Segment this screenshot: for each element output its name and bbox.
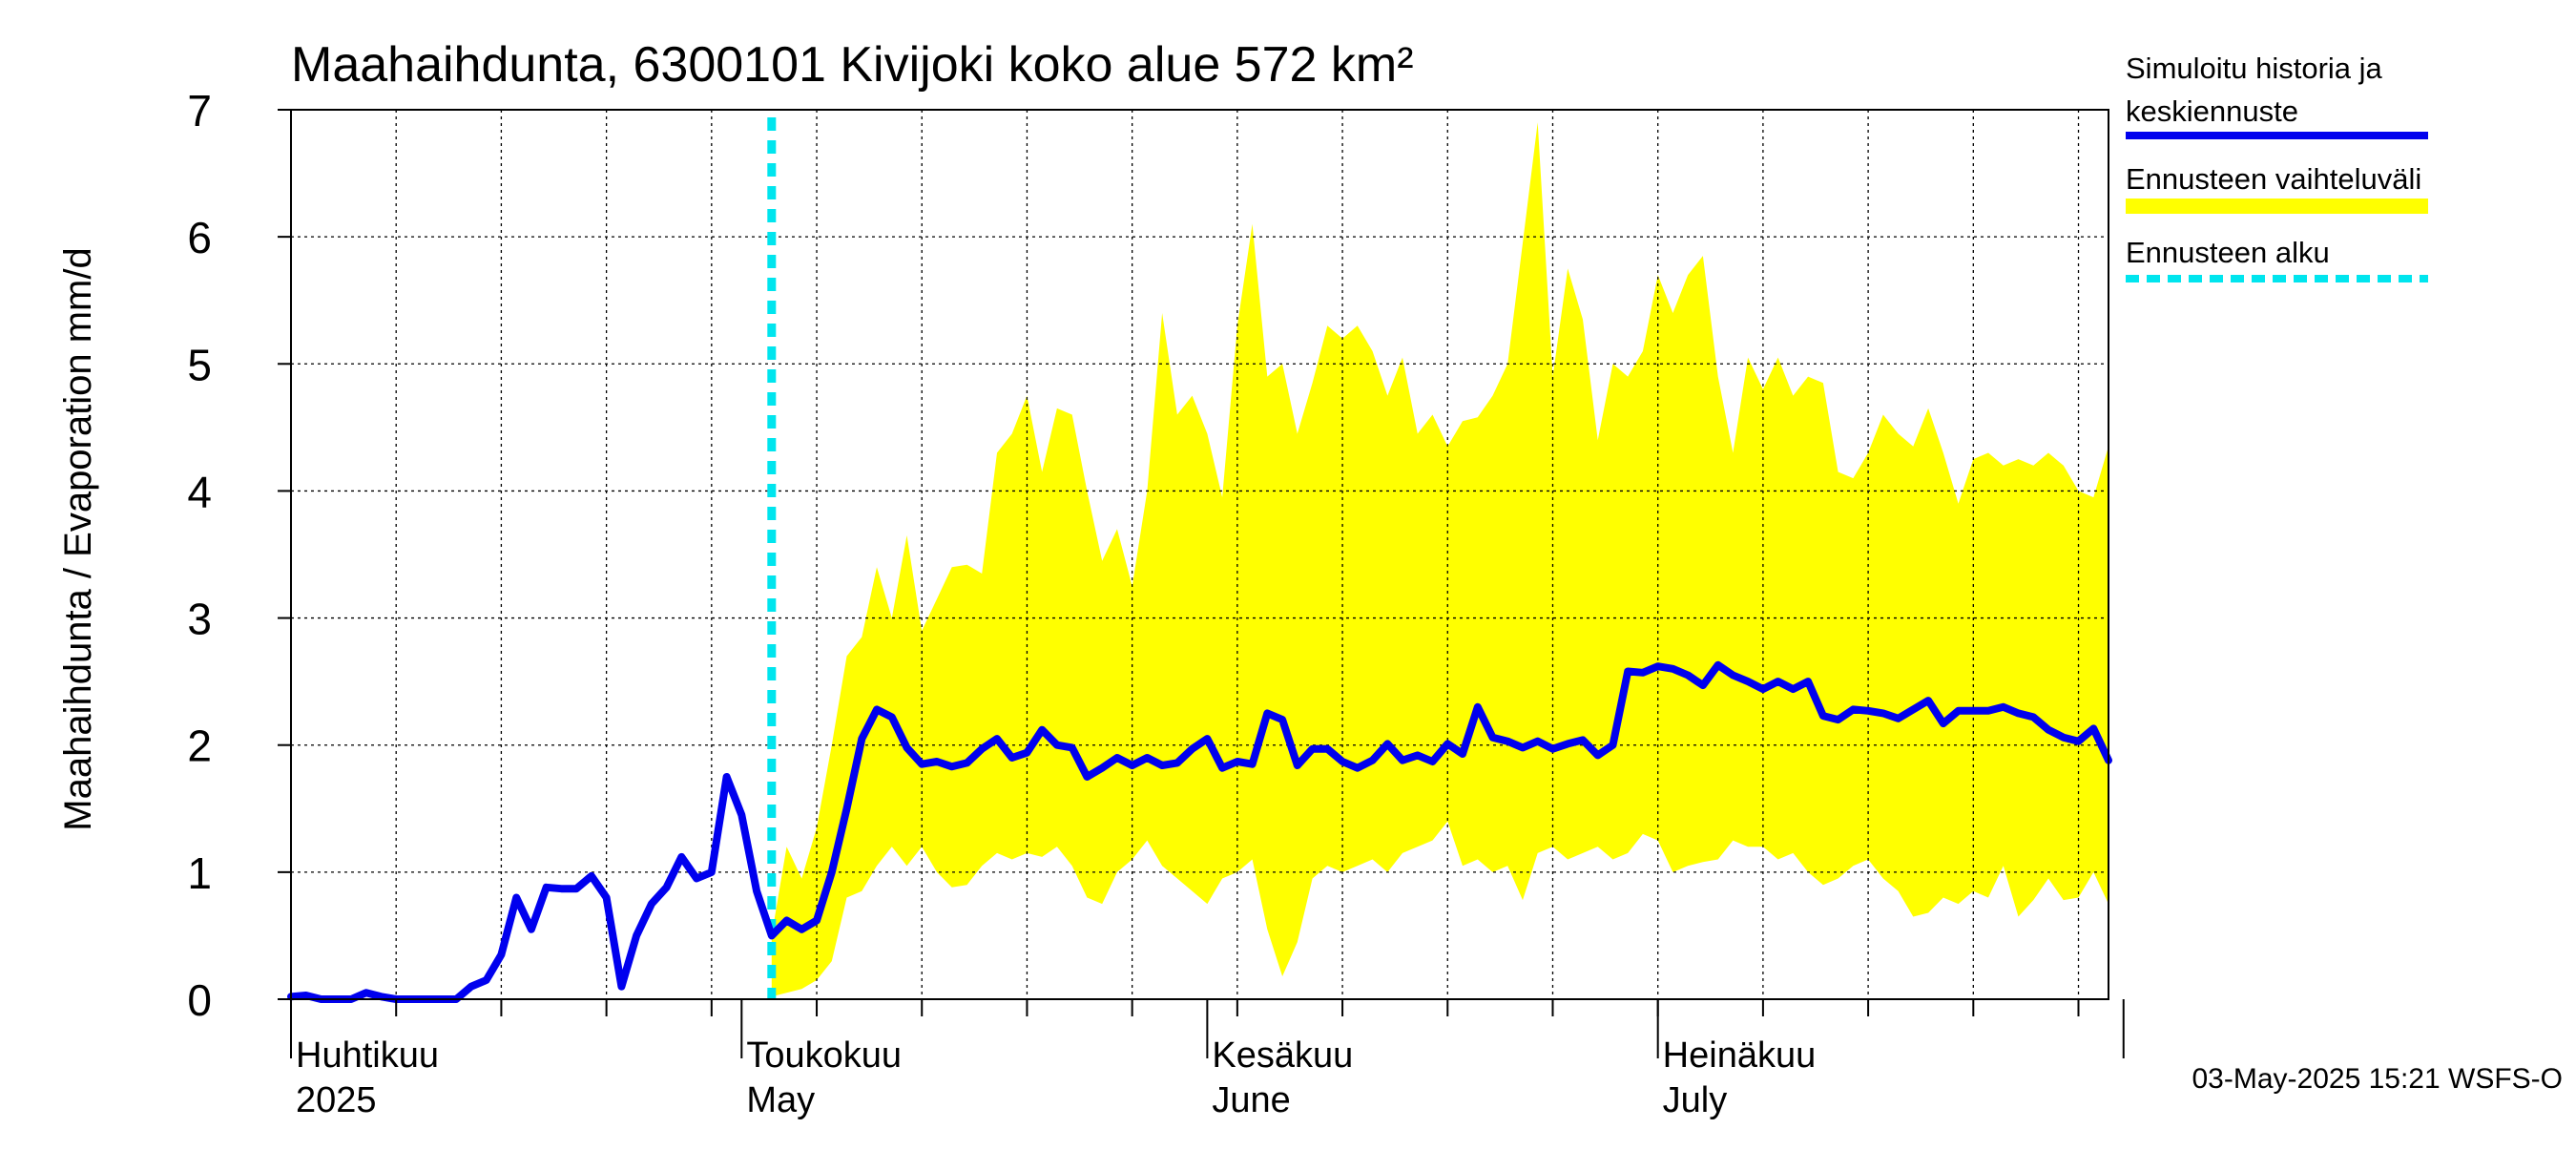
legend-label: Simuloitu historia ja	[2126, 52, 2383, 85]
x-month-label-fi: Huhtikuu	[296, 1035, 439, 1076]
x-month-label-fi: Heinäkuu	[1663, 1035, 1817, 1076]
x-month-label-en: June	[1212, 1080, 1290, 1120]
y-tick-label: 7	[187, 86, 212, 136]
forecast-range-band	[771, 122, 2109, 997]
x-month-label-fi: Kesäkuu	[1212, 1035, 1353, 1076]
simulated-series-line	[287, 660, 2112, 1003]
x-month-label-fi: Toukokuu	[746, 1035, 902, 1076]
footer-timestamp: 03-May-2025 15:21 WSFS-O	[2192, 1063, 2564, 1095]
y-tick-label: 4	[187, 467, 212, 516]
legend-label: Ennusteen vaihteluväli	[2126, 162, 2421, 196]
y-axis: 0 1 2 3 4 5 6 7	[187, 86, 291, 1025]
x-month-label-en: July	[1663, 1080, 1728, 1120]
simulated-series	[287, 660, 2112, 1003]
legend-label: Ennusteen alku	[2126, 236, 2330, 269]
y-tick-label: 0	[187, 975, 212, 1025]
chart-title: Maahaihdunta, 6300101 Kivijoki koko alue…	[291, 37, 1414, 93]
y-axis-label: Maahaihdunta / Evaporation mm/d	[57, 247, 99, 830]
forecast-band-area	[771, 122, 2109, 997]
legend-label: keskiennuste	[2126, 94, 2298, 128]
plot-frame	[290, 109, 2109, 1000]
legend: Simuloitu historia ja keskiennuste Ennuste…	[2126, 52, 2428, 282]
x-month-label-en: May	[746, 1080, 815, 1120]
y-tick-label: 6	[187, 213, 212, 262]
plot-area	[287, 110, 2112, 1003]
y-tick-label: 1	[187, 848, 212, 898]
x-month-label-en: 2025	[296, 1080, 377, 1120]
y-tick-label: 5	[187, 340, 212, 389]
y-tick-label: 3	[187, 595, 212, 644]
y-tick-label: 2	[187, 721, 212, 771]
